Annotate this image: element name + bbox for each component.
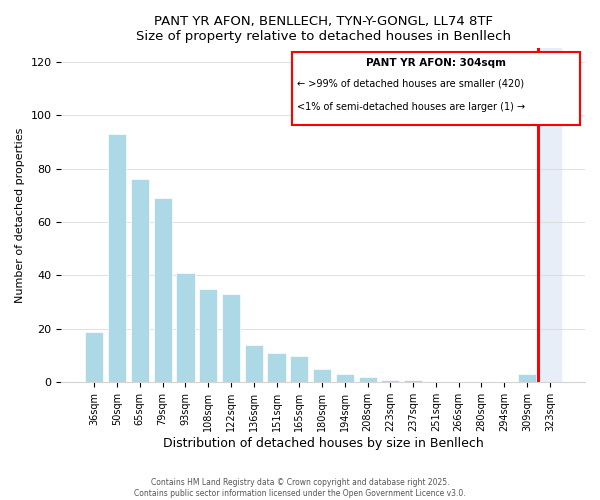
Bar bbox=[108, 134, 126, 382]
X-axis label: Distribution of detached houses by size in Benllech: Distribution of detached houses by size … bbox=[163, 437, 484, 450]
Bar bbox=[336, 374, 354, 382]
Bar bbox=[290, 356, 308, 382]
Bar bbox=[268, 353, 286, 382]
Bar bbox=[222, 294, 240, 382]
Bar bbox=[154, 198, 172, 382]
Bar bbox=[313, 369, 331, 382]
Bar bbox=[199, 289, 217, 382]
Bar bbox=[313, 369, 331, 382]
Bar bbox=[199, 289, 217, 382]
Bar bbox=[268, 353, 286, 382]
FancyBboxPatch shape bbox=[292, 52, 580, 125]
Bar bbox=[518, 374, 536, 382]
Bar bbox=[336, 374, 354, 382]
Bar bbox=[381, 380, 400, 382]
Text: Contains HM Land Registry data © Crown copyright and database right 2025.
Contai: Contains HM Land Registry data © Crown c… bbox=[134, 478, 466, 498]
Bar bbox=[245, 345, 263, 383]
Bar bbox=[131, 180, 149, 382]
Bar bbox=[176, 273, 194, 382]
Bar bbox=[245, 345, 263, 383]
Bar bbox=[538, 48, 561, 382]
Bar bbox=[176, 273, 194, 382]
Text: PANT YR AFON: 304sqm: PANT YR AFON: 304sqm bbox=[366, 58, 506, 68]
Bar bbox=[85, 332, 103, 382]
Bar bbox=[290, 356, 308, 382]
Bar bbox=[108, 134, 126, 382]
Bar bbox=[359, 377, 377, 382]
Title: PANT YR AFON, BENLLECH, TYN-Y-GONGL, LL74 8TF
Size of property relative to detac: PANT YR AFON, BENLLECH, TYN-Y-GONGL, LL7… bbox=[136, 15, 511, 43]
Text: ← >99% of detached houses are smaller (420): ← >99% of detached houses are smaller (4… bbox=[297, 78, 524, 88]
Bar bbox=[404, 380, 422, 382]
Text: <1% of semi-detached houses are larger (1) →: <1% of semi-detached houses are larger (… bbox=[297, 102, 525, 112]
Bar bbox=[154, 198, 172, 382]
Bar bbox=[518, 374, 536, 382]
Bar bbox=[85, 332, 103, 382]
Bar bbox=[381, 380, 400, 382]
Bar bbox=[359, 377, 377, 382]
Bar bbox=[404, 380, 422, 382]
Y-axis label: Number of detached properties: Number of detached properties bbox=[15, 128, 25, 303]
Bar bbox=[222, 294, 240, 382]
Bar bbox=[131, 180, 149, 382]
